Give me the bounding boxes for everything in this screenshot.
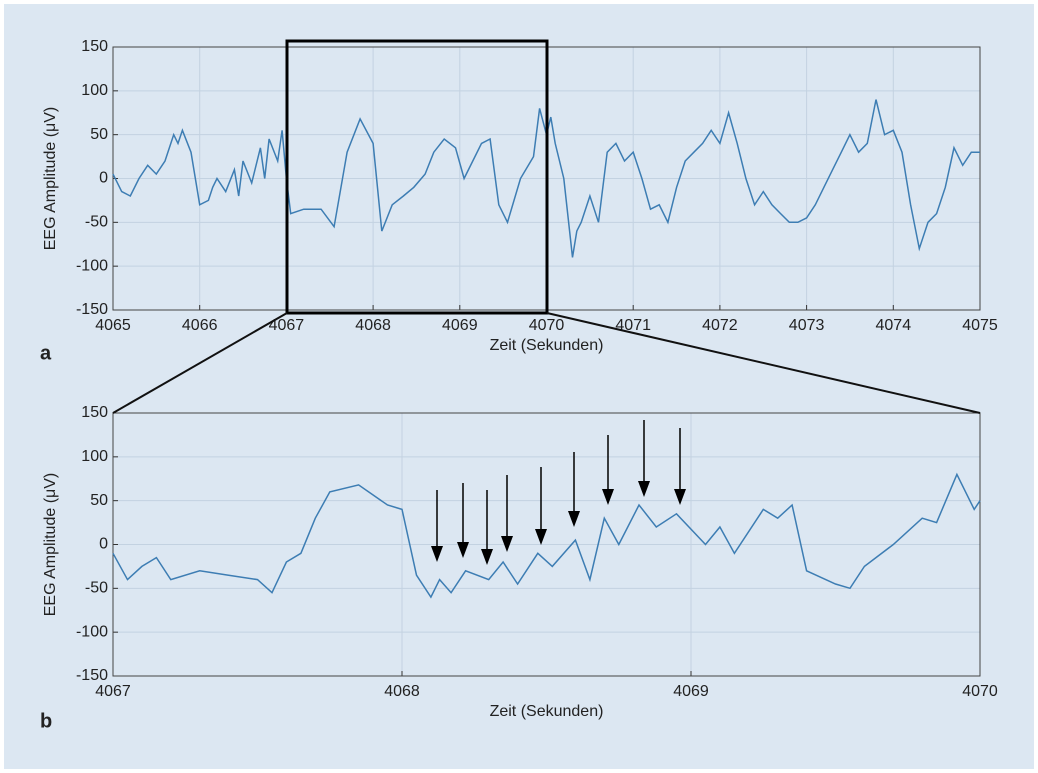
x-tick-label: 4065 <box>95 317 131 334</box>
x-tick-label: 4068 <box>355 317 391 334</box>
y-tick-label: 100 <box>81 82 108 99</box>
x-tick-label: 4069 <box>442 317 478 334</box>
arrow-head <box>481 549 493 565</box>
arrow-head <box>501 536 513 552</box>
annotation-arrows <box>431 420 686 565</box>
arrow-head <box>457 542 469 558</box>
y-tick-label: -150 <box>76 667 108 684</box>
y-tick-label: -100 <box>76 623 108 640</box>
zoom-indicator <box>112 39 981 414</box>
y-tick-label: 0 <box>99 536 108 553</box>
x-axis-label: Zeit (Sekunden) <box>490 337 604 354</box>
y-tick-label: -50 <box>85 214 108 231</box>
y-tick-label: 0 <box>99 170 108 187</box>
zoom-connector <box>546 312 981 414</box>
x-tick-label: 4066 <box>182 317 218 334</box>
plot: -150 -100 -50 0 50 100 150 4067 4068 4069 4070 Zeit… <box>40 404 998 732</box>
arrow-head <box>602 489 614 505</box>
arrow-head <box>431 546 443 562</box>
x-tick-label: 4071 <box>615 317 651 334</box>
x-axis-label: Zeit (Sekunden) <box>490 703 604 720</box>
arrow-head <box>568 511 580 527</box>
zoom-box <box>285 39 549 315</box>
panel-label: a <box>40 342 52 364</box>
y-tick-label: 50 <box>90 492 108 509</box>
x-tick-label: 4073 <box>789 317 825 334</box>
eeg-line <box>112 99 980 258</box>
panel-label: b <box>40 710 52 732</box>
arrow-head <box>638 481 650 497</box>
y-tick-label: 150 <box>81 38 108 55</box>
plot: -150 -100 -50 0 50 100 150 4065 4066 4067 4068 4069… <box>40 38 998 364</box>
x-tick-label: 4067 <box>95 683 131 700</box>
arrow-head <box>535 529 547 545</box>
zoom-connector <box>112 312 288 414</box>
y-tick-label: 50 <box>90 126 108 143</box>
eeg-line <box>112 472 981 599</box>
y-tick-label: -100 <box>76 257 108 274</box>
y-tick-label: -50 <box>85 580 108 597</box>
plot-frame <box>112 412 981 677</box>
y-axis-label: EEG Amplitude (μV) <box>42 107 59 251</box>
x-tick-label: 4074 <box>876 317 912 334</box>
y-tick-label: -150 <box>76 301 108 318</box>
x-tick-label: 4072 <box>702 317 738 334</box>
y-tick-label: 150 <box>81 404 108 421</box>
x-tick-label: 4070 <box>529 317 565 334</box>
y-tick-label: 100 <box>81 448 108 465</box>
x-tick-label: 4075 <box>962 317 998 334</box>
x-tick-label: 4067 <box>269 317 305 334</box>
x-tick-label: 4070 <box>962 683 998 700</box>
y-axis-label: EEG Amplitude (μV) <box>42 473 59 617</box>
arrow-head <box>674 489 686 505</box>
x-tick-label: 4068 <box>384 683 420 700</box>
x-tick-label: 4069 <box>673 683 709 700</box>
